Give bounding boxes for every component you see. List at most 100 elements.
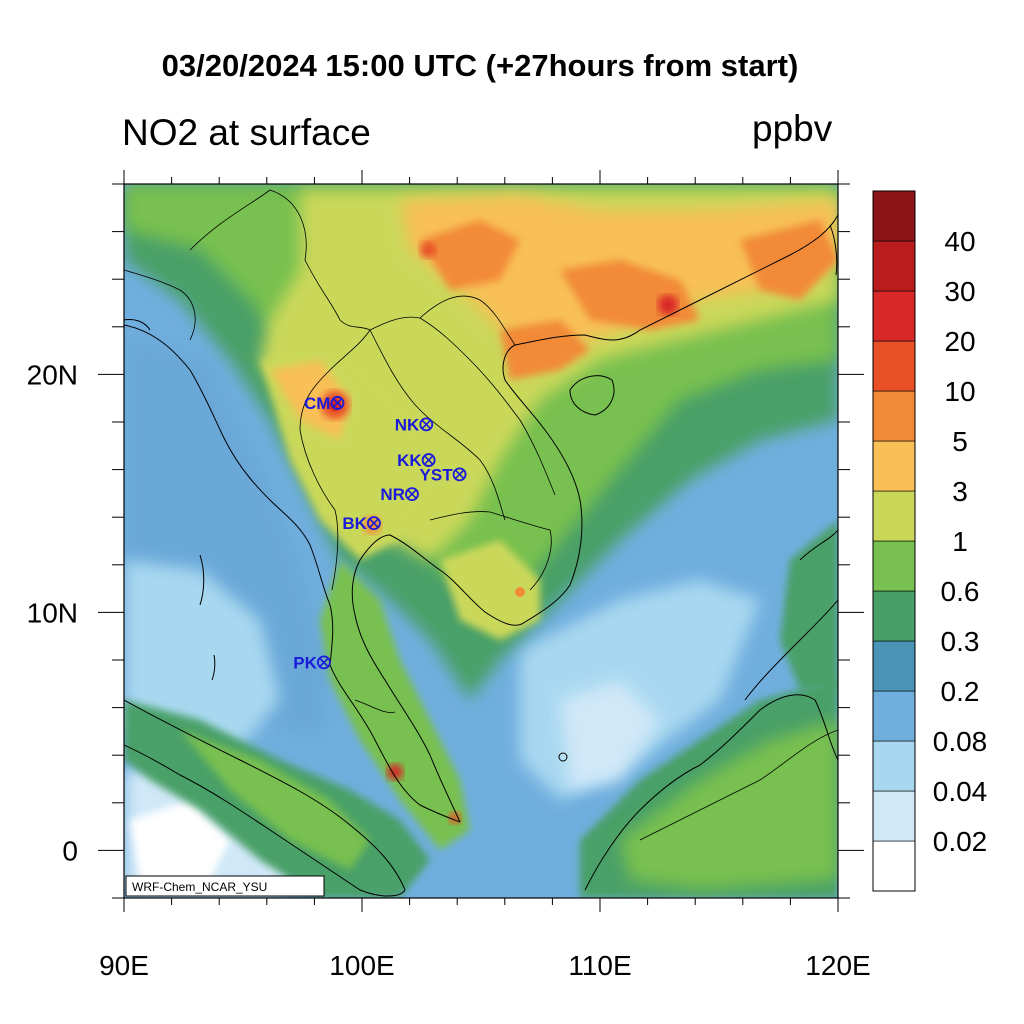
coast-bangladesh: [124, 319, 151, 331]
coastlines: [124, 214, 838, 897]
field-very-light-scs: [560, 680, 660, 790]
colorbar-level-label: 0.04: [933, 776, 988, 807]
field-philippines: [780, 520, 838, 690]
coast-sumatra: [124, 699, 406, 897]
station-marker-icon: [405, 487, 419, 502]
colorbar-swatch: [872, 640, 916, 692]
border-myanmar-thailand: [299, 329, 371, 591]
field-peninsula: [320, 560, 470, 850]
country-borders: [124, 189, 838, 841]
station-kk: KK: [397, 451, 436, 470]
border-cambodia: [429, 511, 552, 591]
station-nk: NK: [395, 415, 434, 434]
station-marker-icon: [419, 417, 434, 432]
station-label: YST: [420, 465, 454, 484]
coast-gulf-thailand: [351, 534, 526, 823]
coast-hainan: [569, 375, 615, 416]
field-light-andaman: [124, 560, 280, 760]
map-frame: [123, 183, 839, 899]
colorbar-level-label: 0.2: [941, 676, 980, 707]
colorbar-level-label: 0.02: [933, 826, 988, 857]
station-label: NR: [380, 485, 405, 504]
x-tick-label: 90E: [99, 950, 149, 981]
colorbar-swatch: [872, 540, 916, 592]
station-label: BK: [342, 514, 367, 533]
colorbar-swatch: [872, 340, 916, 392]
field-borneo-light: [620, 720, 838, 890]
colorbar-swatch: [872, 290, 916, 342]
colorbar-level-label: 30: [944, 276, 975, 307]
border-thai-malay: [354, 699, 396, 713]
station-marker-icon: [452, 467, 467, 482]
coast-taiwan: [829, 224, 838, 276]
colorbar: 0.02 0.04 0.08 0.2 0.3 0.6 1 3 5 10 20 30 40: [872, 190, 988, 892]
hotspot-yunnan: [420, 242, 436, 258]
colorbar-swatch: [872, 240, 916, 292]
station-marker-icon: [330, 396, 345, 410]
colorbar-level-label: 3: [952, 476, 968, 507]
coast-vietnam: [502, 344, 583, 623]
coast-palawan: [744, 599, 838, 701]
border-borneo: [639, 729, 838, 841]
colorbar-level-label: 40: [944, 226, 975, 257]
station-marker-icon: [317, 655, 331, 670]
coast-natuna: [558, 752, 568, 762]
hotspot-kuala-lumpur: [387, 764, 403, 780]
station-label: CM: [304, 394, 330, 413]
axis-tick-labels: 90E 100E 110E 120E 0 10N 20N: [27, 359, 871, 981]
coast-west-mainland: [124, 324, 461, 823]
colorbar-swatch: [872, 190, 916, 242]
plot-title: 03/20/2024 15:00 UTC (+27hours from star…: [161, 48, 799, 83]
colorbar-swatch: [872, 790, 916, 842]
border-laos-thailand: [369, 329, 506, 521]
x-tick-label: 100E: [329, 950, 394, 981]
border-india: [124, 269, 196, 341]
station-yst: YST: [420, 465, 467, 484]
no2-field: [124, 184, 838, 898]
colorbar-level-label: 0.08: [933, 726, 988, 757]
colorbar-level-label: 0.3: [941, 626, 980, 657]
colorbar-swatch: [872, 840, 916, 892]
y-tick-label: 20N: [27, 359, 78, 390]
field-orange-north-thailand: [270, 360, 350, 440]
units-label: ppbv: [752, 108, 833, 149]
model-credit-text: WRF-Chem_NCAR_YSU: [132, 880, 267, 894]
border-laos-vietnam: [369, 316, 556, 496]
y-tick-label: 0: [62, 835, 78, 866]
hotspot-hcmc: [515, 587, 525, 597]
colorbar-level-label: 10: [944, 376, 975, 407]
colorbar-swatch: [872, 440, 916, 492]
colorbar-frame: [872, 190, 916, 892]
station-bk: BK: [342, 514, 381, 533]
station-marker-icon: [366, 516, 381, 531]
colorbar-swatch: [872, 740, 916, 792]
field-yellow-cambodia: [440, 540, 540, 640]
station-marker-icon: [421, 453, 436, 467]
coast-philippines: [799, 529, 838, 561]
field-sumatra-light: [180, 730, 370, 870]
coast-nicobar: [211, 654, 216, 681]
model-credit: WRF-Chem_NCAR_YSU: [125, 875, 325, 897]
colorbar-swatch: [872, 590, 916, 642]
station-pk: PK: [293, 653, 331, 672]
border-china-vietnam: [419, 295, 516, 346]
station-label: KK: [397, 451, 422, 470]
colorbar-level-label: 5: [952, 426, 968, 457]
coast-south-china: [514, 214, 838, 346]
x-tick-label: 110E: [568, 950, 631, 981]
coast-borneo: [584, 694, 838, 891]
border-myanmar-north: [189, 189, 371, 331]
field-white-sw: [130, 800, 230, 880]
station-cm: CM: [304, 394, 345, 413]
colorbar-swatch: [872, 490, 916, 542]
hotspot-guangzhou: [658, 295, 678, 315]
station-nr: NR: [380, 485, 419, 504]
colorbar-level-label: 1: [952, 526, 968, 557]
field-orange-patch-1: [420, 220, 520, 290]
field-orange-patch-3: [740, 220, 838, 300]
colorbar-level-label: 0.6: [941, 576, 980, 607]
station-label: PK: [293, 653, 317, 672]
coast-andaman: [199, 554, 205, 606]
